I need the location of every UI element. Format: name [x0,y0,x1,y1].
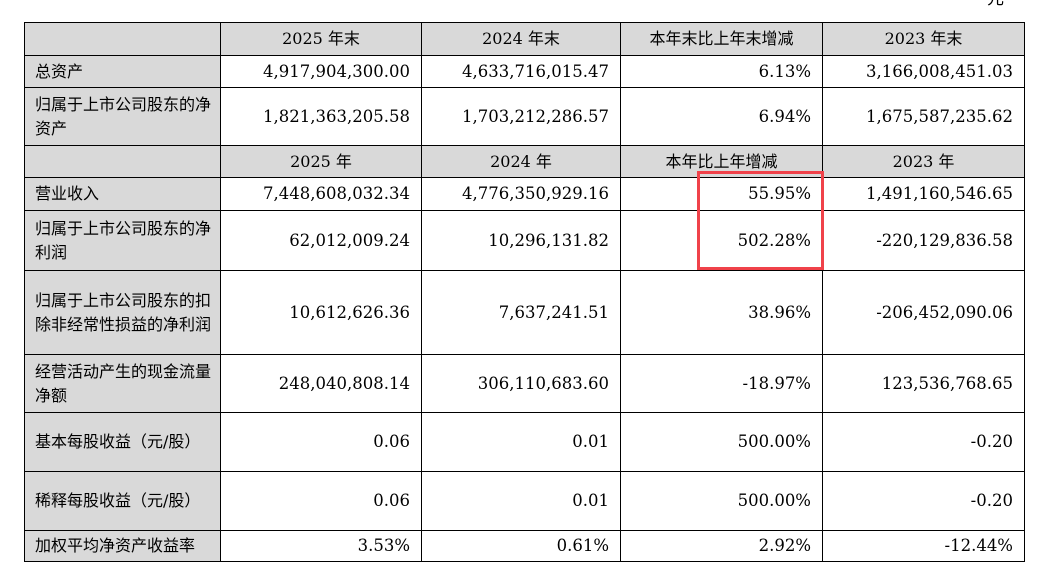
table-row: 总资产 4,917,904,300.00 4,633,716,015.47 6.… [24,55,1025,88]
header-cell [24,145,221,178]
row-label: 经营活动产生的现金流量净额 [24,354,221,413]
value-2025: 3.53% [220,530,422,562]
header-cell: 本年比上年增减 [620,145,823,178]
value-2024: 4,633,716,015.47 [421,55,621,88]
value-change: 38.96% [620,270,823,355]
header-cell: 2023 年 [822,145,1025,178]
value-2023: 1,675,587,235.62 [822,87,1025,146]
value-change: 502.28% [620,210,823,271]
value-change: 55.95% [620,177,823,211]
value-2023: -12.44% [822,530,1025,562]
value-2023: 1,491,160,546.65 [822,177,1025,211]
value-change: 6.94% [620,87,823,146]
value-2023: -0.20 [822,412,1025,472]
value-2025: 0.06 [220,412,422,472]
row-label: 营业收入 [24,177,221,211]
unit-label: 元 [987,0,1004,8]
table-row: 稀释每股收益（元/股） 0.06 0.01 500.00% -0.20 [24,471,1025,531]
value-2025: 0.06 [220,471,422,531]
value-2024: 4,776,350,929.16 [421,177,621,211]
value-2025: 7,448,608,032.34 [220,177,422,211]
row-label: 稀释每股收益（元/股） [24,471,221,531]
table-row: 经营活动产生的现金流量净额 248,040,808.14 306,110,683… [24,354,1025,413]
header-cell: 2023 年末 [822,22,1025,56]
header-cell [24,22,221,56]
value-2025: 62,012,009.24 [220,210,422,271]
header-cell: 2025 年 [220,145,422,178]
value-2025: 4,917,904,300.00 [220,55,422,88]
header-cell: 2024 年末 [421,22,621,56]
value-2024: 0.01 [421,412,621,472]
table-row: 基本每股收益（元/股） 0.06 0.01 500.00% -0.20 [24,412,1025,472]
row-label: 基本每股收益（元/股） [24,412,221,472]
value-2023: -0.20 [822,471,1025,531]
row-label: 归属于上市公司股东的净利润 [24,210,221,271]
value-2023: 3,166,008,451.03 [822,55,1025,88]
table-row: 归属于上市公司股东的净资产 1,821,363,205.58 1,703,212… [24,87,1025,146]
value-2023: -206,452,090.06 [822,270,1025,355]
row-label: 归属于上市公司股东的扣除非经常性损益的净利润 [24,270,221,355]
value-2025: 1,821,363,205.58 [220,87,422,146]
row-label: 归属于上市公司股东的净资产 [24,87,221,146]
table-header-row: 2025 年末 2024 年末 本年末比上年末增减 2023 年末 [24,22,1025,56]
value-change: -18.97% [620,354,823,413]
value-2024: 0.61% [421,530,621,562]
value-2024: 0.01 [421,471,621,531]
header-cell: 本年末比上年末增减 [620,22,823,56]
value-2024: 1,703,212,286.57 [421,87,621,146]
row-label: 总资产 [24,55,221,88]
value-2023: -220,129,836.58 [822,210,1025,271]
table-header-row: 2025 年 2024 年 本年比上年增减 2023 年 [24,145,1025,178]
table-row: 归属于上市公司股东的扣除非经常性损益的净利润 10,612,626.36 7,6… [24,270,1025,355]
table-row: 营业收入 7,448,608,032.34 4,776,350,929.16 5… [24,177,1025,211]
financial-summary-table: 2025 年末 2024 年末 本年末比上年末增减 2023 年末 总资产 4,… [24,22,1025,562]
row-label: 加权平均净资产收益率 [24,530,221,562]
value-2024: 306,110,683.60 [421,354,621,413]
value-change: 500.00% [620,412,823,472]
table-row: 归属于上市公司股东的净利润 62,012,009.24 10,296,131.8… [24,210,1025,271]
table-row: 加权平均净资产收益率 3.53% 0.61% 2.92% -12.44% [24,530,1025,562]
value-2025: 10,612,626.36 [220,270,422,355]
value-2023: 123,536,768.65 [822,354,1025,413]
value-2025: 248,040,808.14 [220,354,422,413]
value-change: 6.13% [620,55,823,88]
value-2024: 7,637,241.51 [421,270,621,355]
value-change: 2.92% [620,530,823,562]
header-cell: 2025 年末 [220,22,422,56]
value-2024: 10,296,131.82 [421,210,621,271]
value-change: 500.00% [620,471,823,531]
header-cell: 2024 年 [421,145,621,178]
